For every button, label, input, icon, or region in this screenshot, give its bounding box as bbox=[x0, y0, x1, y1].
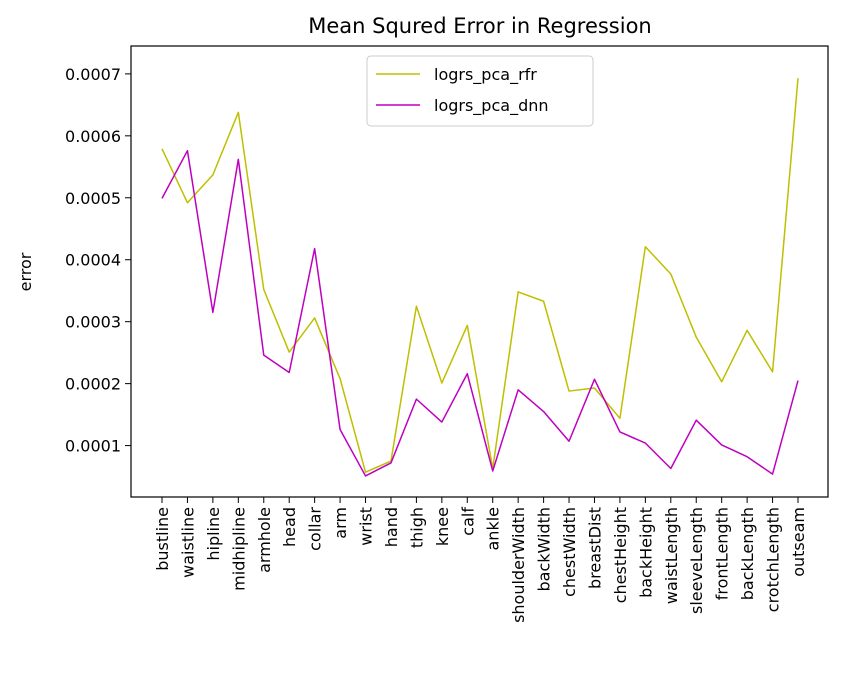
x-tick-label: head bbox=[280, 507, 299, 547]
x-tick-label: wrist bbox=[357, 507, 376, 546]
x-tick-label: backHeight bbox=[636, 507, 655, 598]
y-axis-label: error bbox=[16, 252, 35, 291]
y-tick-label: 0.0004 bbox=[65, 251, 121, 270]
x-tick-label: sleeveLength bbox=[687, 507, 706, 614]
y-tick-label: 0.0002 bbox=[65, 375, 121, 394]
x-tick-label: shoulderWidth bbox=[509, 507, 528, 623]
x-tick-label: midhipline bbox=[229, 507, 248, 591]
x-tick-label: knee bbox=[433, 507, 452, 546]
y-tick-label: 0.0006 bbox=[65, 127, 121, 146]
x-tick-label: breastDist bbox=[585, 507, 604, 589]
x-tick-label: chestHeight bbox=[611, 507, 630, 603]
plot-area: 0.0001 0.0002 0.0003 0.0004 0.0005 0.0006 0.00… bbox=[65, 45, 829, 623]
x-tick-label: collar bbox=[306, 507, 325, 551]
x-tick-label: armhole bbox=[255, 507, 274, 573]
x-tick-label: hand bbox=[382, 507, 401, 547]
legend-label-logrs-pca-dnn: logrs_pca_dnn bbox=[434, 96, 549, 116]
x-tick-label: crotchLength bbox=[764, 507, 783, 612]
series-line-logrs-pca-dnn bbox=[161, 149, 799, 477]
x-tick-label: ankle bbox=[484, 507, 503, 551]
legend-label-logrs-pca-rfr: logrs_pca_rfr bbox=[434, 65, 537, 85]
x-tick-label: calf bbox=[458, 507, 477, 536]
legend-box bbox=[366, 55, 594, 127]
x-tick-label: chestWidth bbox=[560, 507, 579, 597]
x-tick-label: frontLength bbox=[713, 507, 732, 600]
legend: logrs_pca_rfr logrs_pca_dnn bbox=[366, 55, 594, 127]
y-axis: 0.0001 0.0002 0.0003 0.0004 0.0005 0.0006 0.00… bbox=[65, 65, 131, 456]
x-tick-label: backLength bbox=[738, 507, 757, 600]
x-tick-label: waistLength bbox=[662, 507, 681, 604]
series-layer bbox=[161, 78, 799, 477]
x-tick-label: outseam bbox=[789, 507, 808, 577]
x-axis: bustline waistline hipline midhipline armhol… bbox=[153, 497, 808, 623]
plot-frame bbox=[130, 45, 829, 498]
x-tick-label: waistline bbox=[178, 507, 197, 578]
x-tick-label: bustline bbox=[153, 507, 172, 571]
series-line-logrs-pca-rfr bbox=[161, 78, 799, 473]
y-tick-label: 0.0007 bbox=[65, 65, 121, 84]
y-tick-label: 0.0005 bbox=[65, 189, 121, 208]
x-tick-label: hipline bbox=[204, 507, 223, 561]
chart-title: Mean Squred Error in Regression bbox=[308, 14, 652, 38]
x-tick-label: thigh bbox=[407, 507, 426, 548]
x-tick-label: backWidth bbox=[535, 507, 554, 592]
y-tick-label: 0.0003 bbox=[65, 313, 121, 332]
y-tick-label: 0.0001 bbox=[65, 437, 121, 456]
x-tick-label: arm bbox=[331, 507, 350, 539]
